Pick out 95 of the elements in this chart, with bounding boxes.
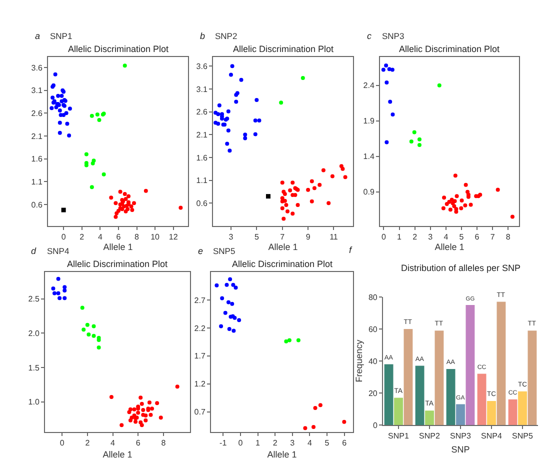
y-tick-label: 1.2 bbox=[194, 380, 206, 389]
x-tick-label: 7 bbox=[280, 232, 286, 242]
y-tick-label: 80 bbox=[368, 292, 378, 302]
y-tick-label: 2.4 bbox=[363, 81, 375, 90]
x-tick-label: 12 bbox=[168, 232, 178, 242]
x-tick-label: 10 bbox=[150, 232, 160, 242]
y-tick-label: 2.6 bbox=[31, 108, 43, 118]
y-tick-label: 2.0 bbox=[28, 328, 40, 338]
y-tick-label: 2.2 bbox=[194, 324, 206, 333]
x-tick-label: 5 bbox=[254, 232, 260, 242]
x-tick-label: 1 bbox=[256, 438, 261, 448]
x-tick-label: 11 bbox=[330, 232, 338, 242]
x-tick-label: 0 bbox=[61, 232, 66, 242]
chart-subtitle: SNP2 bbox=[215, 31, 238, 41]
x-tick-label: 3 bbox=[290, 438, 296, 448]
x-tick-label: 9 bbox=[306, 232, 311, 242]
x-tick-label: 8 bbox=[134, 232, 140, 242]
text: b bbox=[200, 31, 206, 41]
x-tick-label: SNP5 bbox=[512, 432, 534, 441]
x-axis-title: Allele 1 bbox=[103, 242, 133, 252]
y-tick-label: 3.6 bbox=[196, 62, 208, 71]
y-axis-title: Frequency bbox=[354, 339, 364, 382]
text: f bbox=[349, 245, 353, 255]
x-tick-label: 2 bbox=[85, 438, 90, 448]
y-tick-label: 20 bbox=[368, 388, 378, 398]
y-tick-label: 1.9 bbox=[363, 116, 375, 126]
chart-title: Allelic Discrimination Plot bbox=[233, 44, 334, 54]
y-tick-label: 1.1 bbox=[196, 176, 208, 186]
y-tick-label: 1.4 bbox=[363, 152, 375, 162]
chart-subtitle: SNP1 bbox=[50, 31, 72, 41]
x-tick-label: 2 bbox=[272, 438, 278, 448]
x-tick-label: 3 bbox=[228, 232, 234, 242]
x-tick-label: 8 bbox=[161, 438, 166, 448]
chart-title: Allelic Discrimination Plot bbox=[67, 259, 168, 269]
text: a bbox=[35, 31, 40, 41]
x-tick-label: 6 bbox=[116, 232, 122, 242]
chart-subtitle: SNP4 bbox=[47, 246, 70, 256]
chart-title: Allelic Discrimination Plot bbox=[232, 259, 334, 269]
x-axis-title: SNP bbox=[451, 444, 470, 454]
y-tick-label: 1.0 bbox=[28, 398, 40, 407]
chart-title: Allelic Discrimination Plot bbox=[399, 44, 500, 54]
y-tick-label: 1.1 bbox=[31, 177, 43, 186]
text: c bbox=[367, 31, 372, 41]
x-axis-title: Allele 1 bbox=[268, 242, 298, 252]
y-tick-label: 1.5 bbox=[28, 363, 40, 372]
y-tick-label: 3.1 bbox=[31, 86, 43, 96]
x-axis-title: Allele 1 bbox=[267, 449, 297, 460]
x-tick-label: SNP4 bbox=[481, 432, 502, 441]
x-tick-label: 4 bbox=[444, 232, 449, 242]
y-tick-label: 60 bbox=[368, 324, 378, 334]
x-tick-label: SNP1 bbox=[388, 432, 410, 441]
x-tick-label: 4 bbox=[110, 438, 116, 448]
y-tick-label: 0 bbox=[372, 420, 378, 430]
y-tick-label: 2.5 bbox=[28, 294, 40, 304]
x-tick-label: 0 bbox=[382, 232, 387, 242]
x-axis-title: Allele 1 bbox=[102, 449, 132, 460]
y-tick-label: 0.7 bbox=[194, 408, 206, 417]
x-tick-label: 2 bbox=[412, 232, 418, 242]
x-tick-label: 4 bbox=[307, 438, 312, 448]
x-tick-label: 3 bbox=[428, 232, 434, 242]
x-tick-label: -1 bbox=[220, 438, 228, 448]
x-tick-label: 5 bbox=[324, 438, 330, 448]
y-tick-label: 1.6 bbox=[31, 154, 43, 164]
chart-subtitle: SNP3 bbox=[382, 31, 404, 41]
y-tick-label: 2.1 bbox=[196, 130, 208, 140]
x-tick-label: 5 bbox=[459, 232, 464, 242]
y-tick-label: 40 bbox=[368, 356, 378, 366]
x-tick-label: 7 bbox=[490, 232, 496, 242]
x-tick-label: SNP3 bbox=[450, 432, 472, 441]
x-tick-label: 6 bbox=[136, 438, 141, 448]
x-axis-title: Allele 1 bbox=[434, 242, 464, 252]
text: e bbox=[198, 246, 204, 256]
x-tick-label: SNP2 bbox=[419, 432, 440, 441]
y-tick-label: 1.6 bbox=[196, 153, 208, 162]
text: d bbox=[31, 246, 37, 256]
y-tick-label: 3.1 bbox=[196, 84, 208, 94]
chart-title: Distribution of alleles per SNP bbox=[401, 263, 521, 273]
y-tick-label: 2.7 bbox=[194, 296, 206, 305]
y-tick-label: 2.6 bbox=[196, 108, 208, 117]
x-tick-label: 6 bbox=[474, 232, 480, 242]
x-tick-label: 1 bbox=[397, 232, 402, 242]
x-tick-label: 0 bbox=[238, 438, 244, 448]
y-tick-label: 2.1 bbox=[31, 132, 43, 141]
y-tick-label: 0.6 bbox=[196, 198, 208, 208]
y-tick-label: 1.7 bbox=[194, 352, 206, 361]
x-tick-label: 4 bbox=[98, 232, 103, 242]
chart-title: Allelic Discrimination Plot bbox=[68, 44, 170, 54]
x-tick-label: 0 bbox=[60, 438, 65, 448]
x-tick-label: 8 bbox=[506, 232, 511, 242]
chart-subtitle: SNP5 bbox=[213, 246, 236, 256]
y-tick-label: 0.6 bbox=[31, 200, 43, 210]
y-tick-label: 0.9 bbox=[363, 188, 375, 197]
x-tick-label: 6 bbox=[342, 438, 348, 448]
x-tick-label: 2 bbox=[80, 232, 85, 242]
y-tick-label: 3.6 bbox=[31, 63, 43, 72]
